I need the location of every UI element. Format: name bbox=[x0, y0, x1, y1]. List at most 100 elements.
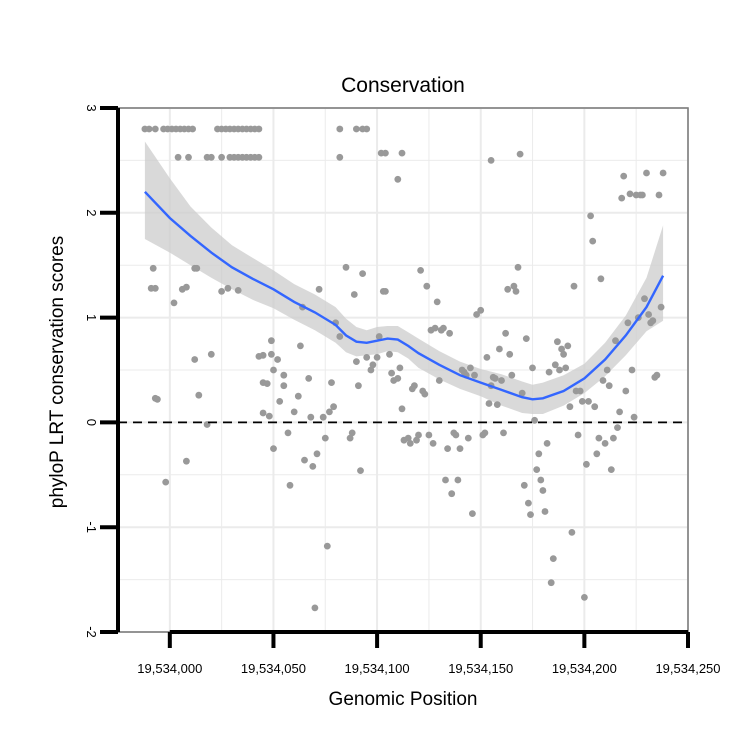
data-point bbox=[545, 368, 553, 376]
data-point bbox=[280, 371, 288, 379]
data-point bbox=[183, 283, 190, 291]
data-point bbox=[657, 303, 665, 311]
data-point bbox=[597, 275, 605, 283]
data-point bbox=[641, 295, 648, 303]
data-point bbox=[547, 579, 555, 587]
data-point bbox=[605, 382, 613, 390]
x-axis-label: Genomic Position bbox=[329, 689, 478, 710]
data-point bbox=[467, 364, 474, 372]
data-point bbox=[539, 487, 547, 494]
data-point bbox=[464, 434, 472, 442]
data-point bbox=[516, 150, 524, 158]
data-point bbox=[471, 371, 478, 379]
data-point bbox=[444, 445, 451, 452]
data-point bbox=[280, 382, 288, 390]
data-point bbox=[313, 450, 321, 458]
data-point bbox=[265, 412, 273, 420]
smooth-fit-line bbox=[144, 190, 665, 401]
data-point bbox=[350, 291, 358, 298]
data-point bbox=[149, 264, 157, 272]
data-point bbox=[574, 431, 582, 439]
data-point bbox=[624, 319, 632, 327]
data-point bbox=[448, 490, 456, 498]
data-point bbox=[154, 395, 161, 403]
data-point bbox=[456, 445, 464, 452]
data-point bbox=[587, 212, 594, 220]
data-point bbox=[353, 125, 360, 133]
data-point bbox=[189, 125, 197, 133]
data-point bbox=[614, 424, 621, 431]
data-point bbox=[382, 149, 389, 157]
data-point bbox=[599, 377, 607, 384]
data-point bbox=[174, 153, 182, 161]
data-point bbox=[454, 476, 462, 484]
data-point bbox=[276, 398, 284, 405]
data-point bbox=[294, 392, 302, 400]
data-point bbox=[259, 409, 267, 417]
data-point bbox=[483, 354, 491, 361]
data-point bbox=[433, 298, 441, 306]
data-point bbox=[522, 335, 530, 342]
data-point bbox=[311, 604, 319, 612]
data-point bbox=[319, 413, 327, 421]
data-point bbox=[145, 125, 153, 133]
data-point bbox=[274, 356, 281, 363]
data-point bbox=[491, 375, 499, 382]
chart-title: Conservation bbox=[341, 74, 465, 97]
data-point bbox=[363, 354, 371, 361]
data-point bbox=[336, 333, 344, 340]
data-point bbox=[255, 153, 263, 161]
data-point bbox=[626, 190, 634, 198]
data-point bbox=[527, 511, 534, 518]
data-point bbox=[348, 429, 356, 437]
data-point bbox=[493, 401, 501, 408]
data-point bbox=[336, 125, 344, 133]
data-point bbox=[533, 466, 541, 473]
data-point bbox=[342, 263, 350, 271]
data-point bbox=[576, 387, 584, 395]
data-point bbox=[510, 282, 518, 290]
y-tick-label: 1 bbox=[84, 314, 99, 321]
data-point bbox=[284, 429, 292, 437]
data-point bbox=[551, 361, 559, 369]
data-point bbox=[568, 529, 576, 536]
data-point bbox=[541, 508, 549, 515]
data-point bbox=[446, 329, 453, 337]
data-point bbox=[268, 337, 275, 345]
data-point bbox=[162, 478, 170, 486]
data-point bbox=[566, 403, 574, 411]
data-point bbox=[218, 153, 226, 161]
data-point bbox=[224, 284, 232, 292]
data-point bbox=[543, 440, 551, 447]
data-point bbox=[578, 398, 586, 405]
data-point bbox=[535, 450, 543, 458]
data-point bbox=[369, 361, 377, 369]
data-point bbox=[585, 398, 592, 405]
data-point bbox=[485, 400, 493, 407]
axes: 19,534,000 19,534,050 19,534,100 19,534,150… bbox=[84, 104, 721, 676]
data-point bbox=[500, 429, 507, 437]
data-point bbox=[556, 366, 563, 374]
y-tick-label: -1 bbox=[84, 521, 99, 533]
data-point bbox=[549, 555, 557, 562]
data-point bbox=[616, 408, 623, 416]
data-point bbox=[421, 390, 429, 398]
data-point bbox=[394, 175, 402, 183]
data-point bbox=[183, 457, 190, 465]
data-point bbox=[207, 153, 215, 161]
data-point bbox=[583, 460, 590, 468]
data-point bbox=[529, 364, 536, 372]
x-tick-label: 19,534,150 bbox=[448, 661, 513, 676]
data-point bbox=[301, 456, 308, 464]
data-point bbox=[386, 350, 393, 358]
data-point bbox=[518, 389, 526, 397]
data-point bbox=[321, 434, 329, 442]
data-point bbox=[570, 282, 578, 290]
data-point bbox=[601, 440, 609, 447]
data-point bbox=[191, 356, 199, 363]
data-point bbox=[496, 345, 503, 353]
data-point bbox=[323, 542, 331, 550]
data-point bbox=[328, 379, 335, 386]
data-point bbox=[622, 387, 630, 395]
data-point bbox=[628, 366, 636, 374]
